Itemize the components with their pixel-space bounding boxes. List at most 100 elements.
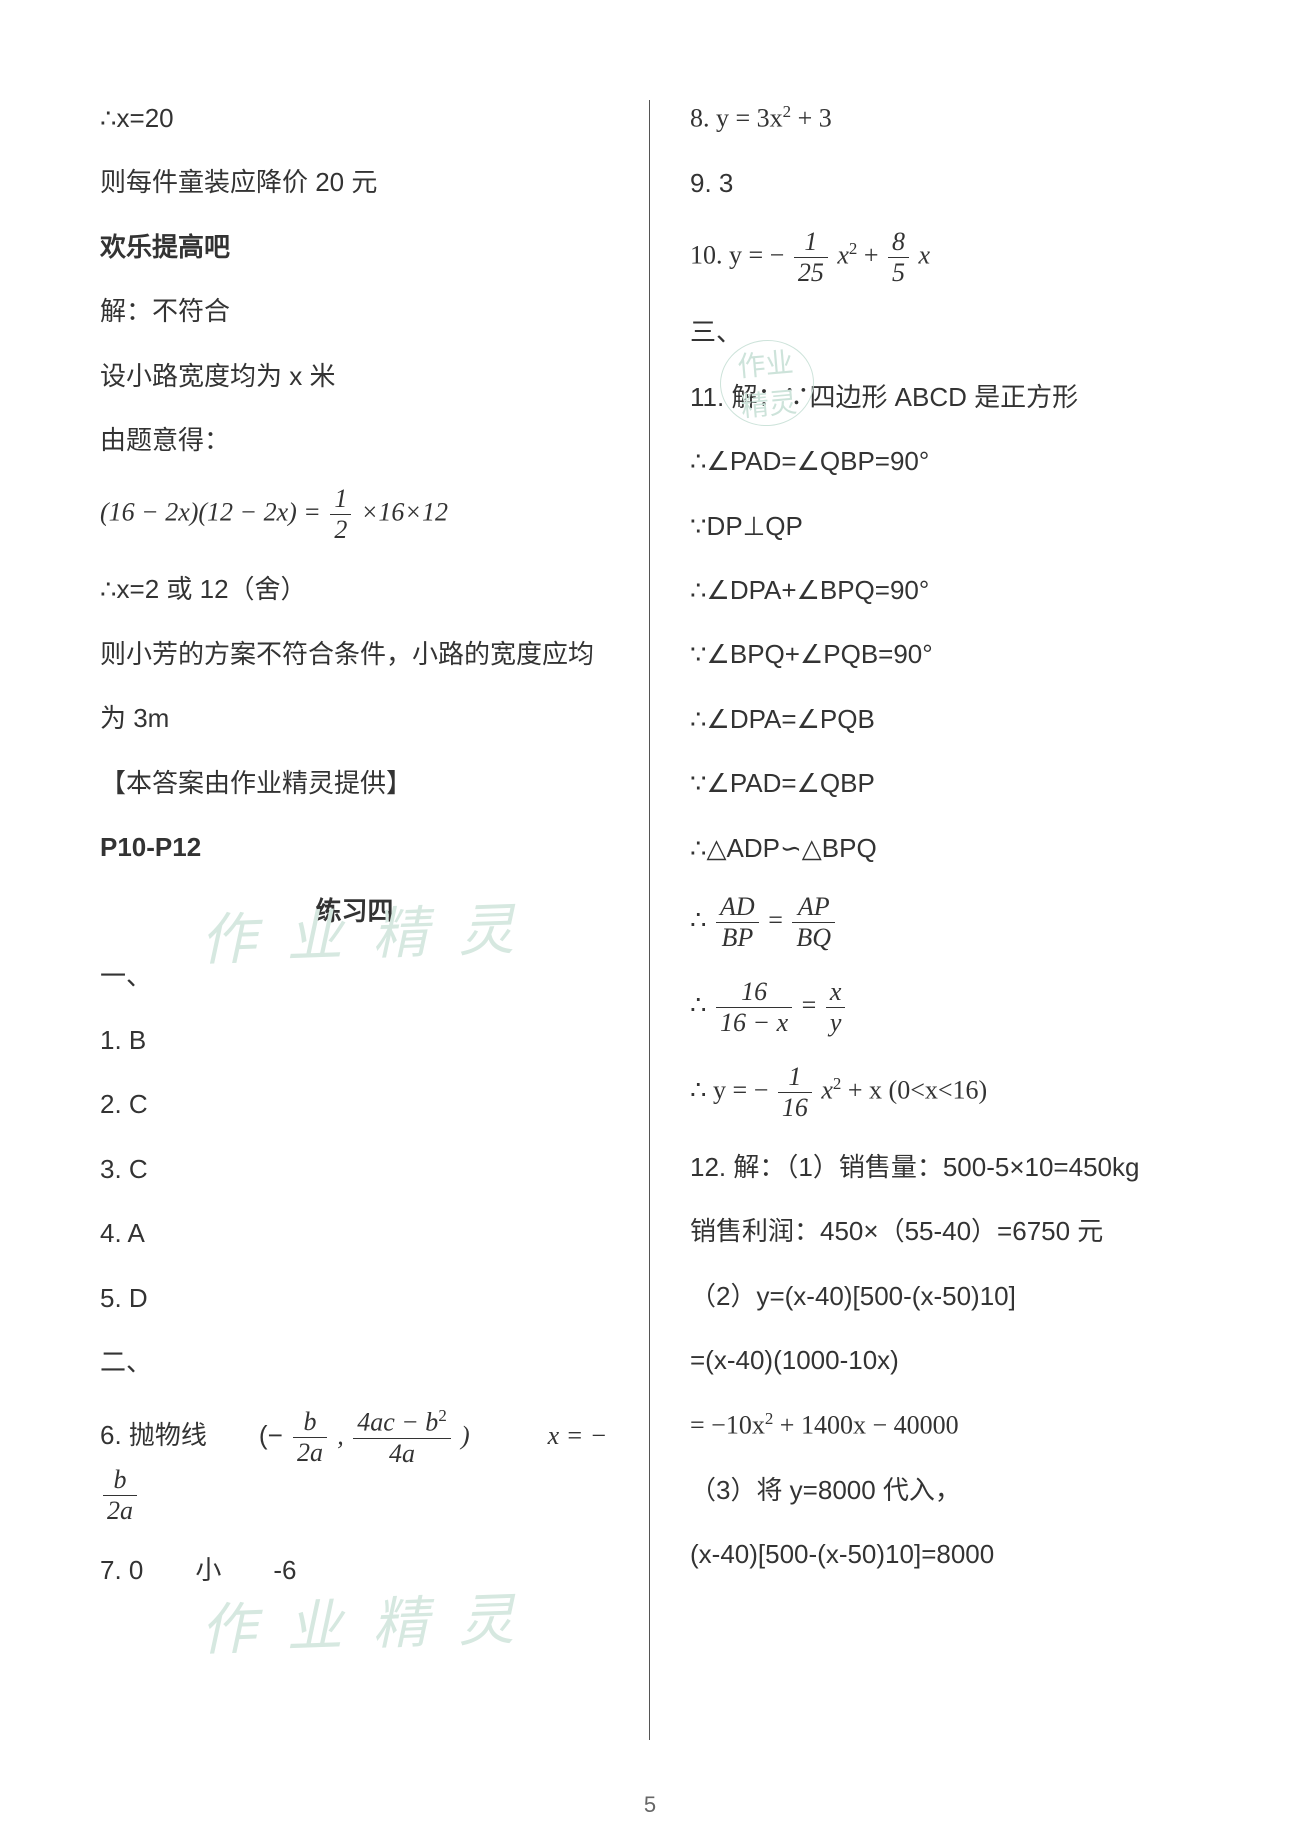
answer-item: 8. y = 3x2 + 3 [690,100,1200,137]
denominator: 2 [330,515,351,543]
equation: ∴ y = − 1 16 x2 + x (0<x<16) [690,1064,1200,1121]
answer-item: 4. A [100,1215,609,1251]
eq-post: + 1400x − 40000 [773,1410,958,1439]
denominator: 2a [293,1438,327,1466]
numerator: AP [792,894,835,923]
plus: + [864,241,885,270]
text-line: 【本答案由作业精灵提供】 [100,765,609,801]
numerator: 8 [888,229,909,258]
denominator: 4a [353,1439,451,1467]
fraction: 16 16 − x [716,979,792,1036]
text-line: 由题意得： [100,422,609,458]
denominator: 5 [888,258,909,286]
denominator: 16 − x [716,1008,792,1036]
numerator: AD [716,894,759,923]
eq-rhs: ×16×12 [361,498,448,527]
numerator: b [293,1409,327,1438]
text-line: 11. 解：∵四边形 ABCD 是正方形 [690,379,1200,415]
sep: ) x = − [461,1422,607,1451]
var-x: x [919,241,931,270]
fraction: 1 16 [778,1064,812,1121]
numerator: 1 [778,1064,812,1093]
answer-item: 6. 抛物线 (− b 2a , 4ac − b2 4a ) x = − b 2… [100,1408,609,1524]
section-num: 二、 [100,1344,609,1380]
equals: = [768,905,789,934]
answer-item: 1. B [100,1022,609,1058]
answer-item: 5. D [100,1280,609,1316]
fraction: AP BQ [792,894,835,951]
answer-item: 7. 0 小 -6 [100,1552,609,1588]
text-line: (x-40)[500-(x-50)10]=8000 [690,1536,1200,1572]
numerator: b [103,1467,137,1496]
equation: = −10x2 + 1400x − 40000 [690,1407,1200,1444]
fraction: 1 25 [794,229,828,286]
denominator: 25 [794,258,828,286]
text-line: ∴△ADP∽△BPQ [690,830,1200,866]
var-x: x [837,241,849,270]
text-line: 解：不符合 [100,293,609,329]
fraction: 8 5 [888,229,909,286]
fraction: AD BP [716,894,759,951]
equals: = [802,990,823,1019]
left-column: ∴x=20 则每件童装应降价 20 元 欢乐提高吧 解：不符合 设小路宽度均为 … [80,100,650,1740]
eq-pre: = −10x [690,1410,765,1439]
text-line: 设小路宽度均为 x 米 [100,358,609,394]
fraction: x y [826,979,846,1036]
text-line: ∴∠DPA=∠PQB [690,701,1200,737]
page-number: 5 [644,1792,656,1818]
text-line: ∵DP⊥QP [690,508,1200,544]
section-num: 一、 [100,958,609,994]
equation: (16 − 2x)(12 − 2x) = 1 2 ×16×12 [100,486,609,543]
denominator: 2a [103,1496,137,1524]
text-line: 销售利润：450×（55-40）=6750 元 [690,1213,1200,1249]
q8-pre: 8. y = 3x [690,104,783,133]
section-num: 三、 [690,314,1200,350]
denominator: BQ [792,923,835,951]
numerator: 16 [716,979,792,1008]
numerator: 4ac − b2 [353,1408,451,1439]
text-line: =(x-40)(1000-10x) [690,1342,1200,1378]
text-line: ∴x=20 [100,100,609,136]
q10-pre: 10. y = − [690,241,784,270]
var-x: x [821,1075,833,1104]
denominator: BP [716,923,759,951]
text-line: ∴∠DPA+∠BPQ=90° [690,572,1200,608]
text-line: 为 3m [100,700,609,736]
text-line: （3）将 y=8000 代入， [690,1472,1200,1508]
numerator: 1 [794,229,828,258]
text-line: 12. 解：（1）销售量：500-5×10=450kg [690,1149,1200,1185]
text-line: ∴∠PAD=∠QBP=90° [690,443,1200,479]
tail: + x (0<x<16) [848,1075,987,1104]
answer-item: 3. C [100,1151,609,1187]
fraction: 4ac − b2 4a [353,1408,451,1467]
text-line: ∵∠BPQ+∠PQB=90° [690,636,1200,672]
q6-prefix: 6. 抛物线 (− [100,1421,283,1451]
text-line: 则小芳的方案不符合条件，小路的宽度应均 [100,636,609,672]
denominator: y [826,1008,846,1036]
fraction: b 2a [293,1409,327,1466]
sep: , [337,1422,350,1451]
numerator: x [826,979,846,1008]
denominator: 16 [778,1093,812,1121]
answer-item: 2. C [100,1086,609,1122]
therefore: ∴ [690,905,713,934]
text-line: （2）y=(x-40)[500-(x-50)10] [690,1278,1200,1314]
fraction: 1 2 [330,486,351,543]
answer-item: 10. y = − 1 25 x2 + 8 5 x [690,229,1200,286]
page-ref: P10-P12 [100,829,609,865]
equation: ∴ 16 16 − x = x y [690,979,1200,1036]
fraction: b 2a [103,1467,137,1524]
therefore: ∴ [690,990,713,1019]
text-line: ∵∠PAD=∠QBP [690,765,1200,801]
equation: ∴ AD BP = AP BQ [690,894,1200,951]
text-line: 则每件童装应降价 20 元 [100,164,609,200]
section-heading: 欢乐提高吧 [100,229,609,265]
text-line: ∴x=2 或 12（舍） [100,571,609,607]
eq-lhs: (16 − 2x)(12 − 2x) = [100,498,327,527]
q8-post: + 3 [791,104,832,133]
exercise-title: 练习四 [100,893,609,929]
numerator: 1 [330,486,351,515]
page-container: ∴x=20 则每件童装应降价 20 元 欢乐提高吧 解：不符合 设小路宽度均为 … [0,0,1300,1780]
right-column: 8. y = 3x2 + 3 9. 3 10. y = − 1 25 x2 + … [650,100,1220,1740]
answer-item: 9. 3 [690,165,1200,201]
